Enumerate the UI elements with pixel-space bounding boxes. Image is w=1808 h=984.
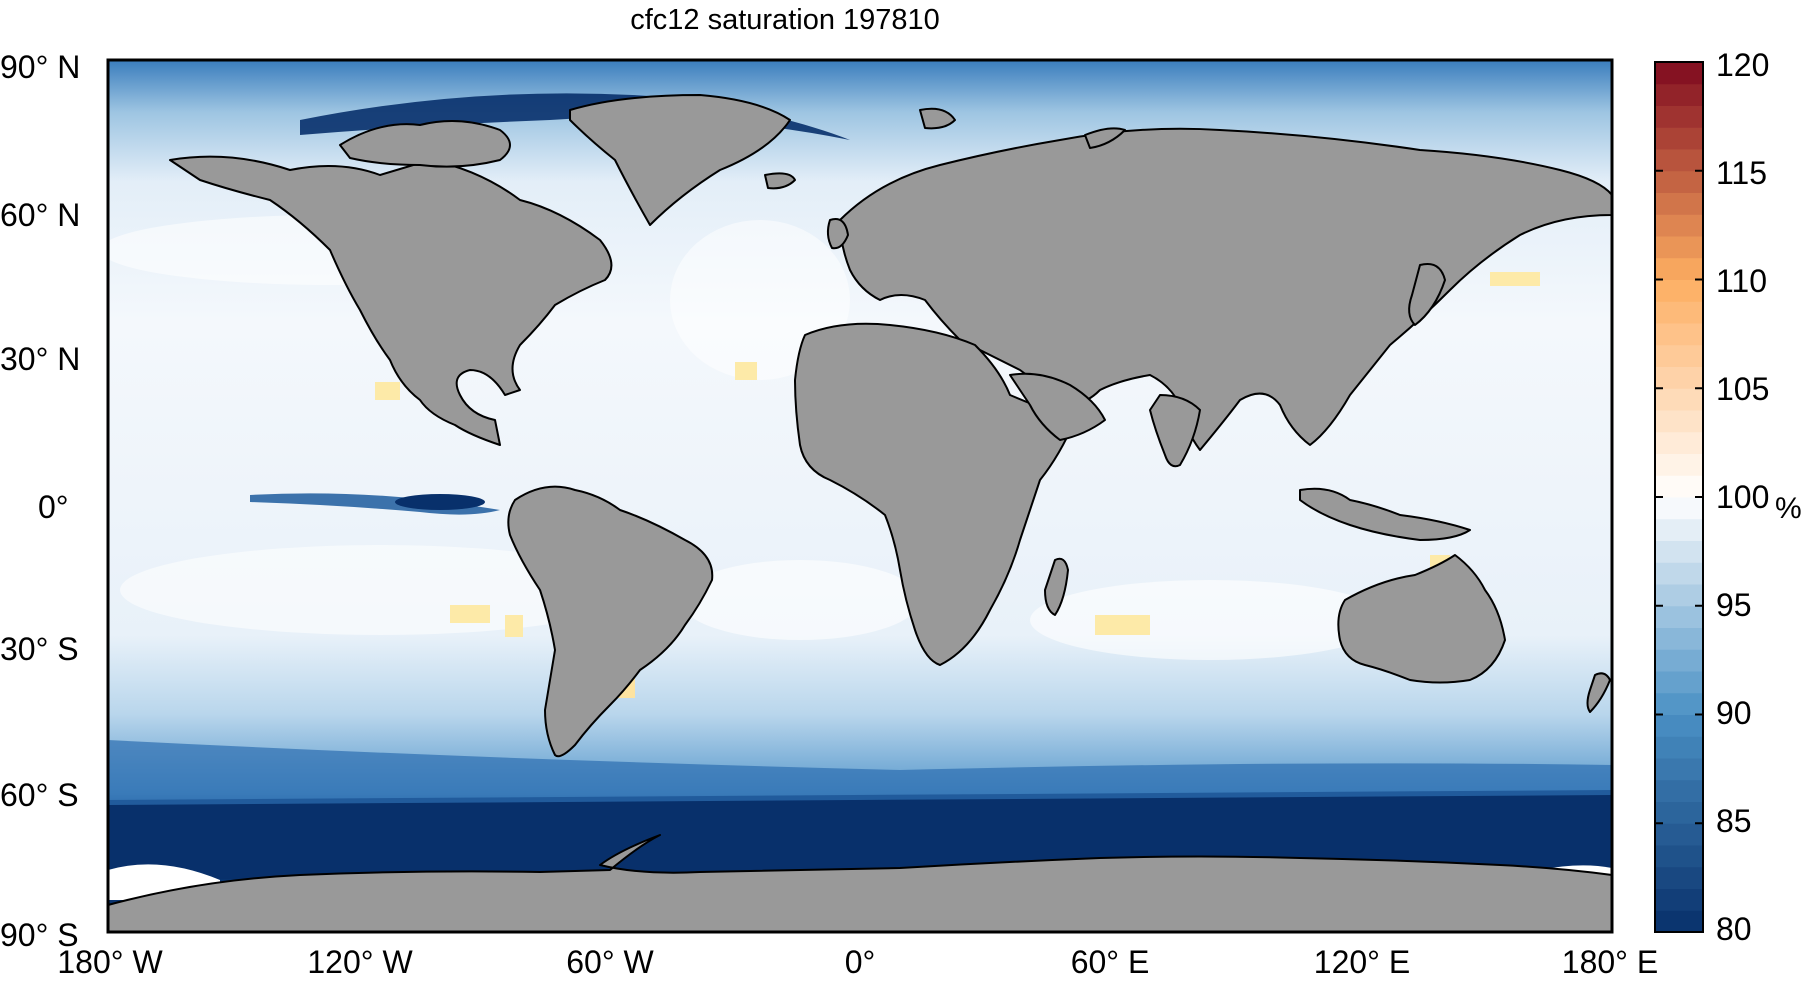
colorbar-band: [1655, 562, 1703, 585]
colorbar-band: [1655, 779, 1703, 802]
indian-ocean-band: [1030, 580, 1390, 660]
colorbar-band: [1655, 257, 1703, 280]
colorbar-band: [1655, 192, 1703, 215]
lat-label-90s: 90° S: [0, 917, 79, 953]
colorbar-tick-label: 100: [1716, 479, 1770, 515]
land-africa: [794, 322, 1076, 666]
colorbar-tick-label: 80: [1716, 911, 1752, 947]
lon-label-180w: 180° W: [57, 944, 163, 980]
lat-label-30s: 30° S: [0, 631, 79, 667]
colorbar-band: [1655, 540, 1703, 563]
land-north-america: [169, 155, 613, 446]
colorbar-band: [1655, 170, 1703, 193]
lat-label-90n: 90° N: [0, 49, 81, 85]
land-iceland: [764, 172, 796, 190]
land-new-zealand: [1586, 672, 1611, 713]
colorbar-band: [1655, 497, 1703, 520]
colorbar-band: [1655, 714, 1703, 737]
south-pacific-band: [120, 545, 640, 635]
colorbar-tick-label: 115: [1716, 155, 1768, 191]
land-arctic-islands: [339, 120, 511, 168]
map-frame: [106, 58, 1614, 934]
lon-label-60e: 60° E: [1070, 944, 1150, 980]
colorbar-band: [1655, 605, 1703, 628]
lon-label-120e: 120° E: [1313, 944, 1411, 980]
colorbar-band: [1655, 410, 1703, 433]
colorbar-band: [1655, 823, 1703, 846]
colorbar-band: [1655, 62, 1703, 85]
colorbar-tick-label: 85: [1716, 803, 1752, 839]
colorbar-band: [1655, 388, 1703, 411]
lat-label-60s: 60° S: [0, 777, 79, 813]
colorbar-unit: %: [1775, 492, 1802, 525]
colorbar-band: [1655, 910, 1703, 933]
land-europe-asia: [839, 127, 1613, 451]
lon-label-0: 0°: [844, 944, 876, 980]
lon-label-60w: 60° W: [566, 944, 654, 980]
colorbar-band: [1655, 453, 1703, 476]
colorbar-band: [1655, 888, 1703, 911]
colorbar-band: [1655, 627, 1703, 650]
colorbar-band: [1655, 236, 1703, 259]
colorbar-tick-label: 105: [1716, 371, 1770, 407]
colorbar-band: [1655, 366, 1703, 389]
map-title: cfc12 saturation 197810: [630, 4, 940, 36]
south-atlantic-band: [680, 560, 920, 640]
colorbar-band: [1655, 475, 1703, 498]
supersat-patch-southpac: [450, 605, 523, 637]
colorbar-tick-label: 120: [1716, 47, 1770, 83]
land-india: [1149, 394, 1201, 468]
land-madagascar: [1044, 557, 1069, 616]
supersat-patch-atlantic: [735, 362, 757, 380]
equatorial-pacific-core: [395, 494, 485, 510]
colorbar-band: [1655, 518, 1703, 541]
colorbar-tick-label: 110: [1716, 263, 1768, 299]
land-south-america: [507, 485, 714, 758]
colorbar-band: [1655, 279, 1703, 302]
lat-label-60n: 60° N: [0, 197, 81, 233]
colorbar-band: [1655, 127, 1703, 150]
colorbar-band: [1655, 83, 1703, 106]
lon-label-180e: 180° E: [1561, 944, 1659, 980]
colorbar-band: [1655, 671, 1703, 694]
colorbar-band: [1655, 866, 1703, 889]
colorbar-band: [1655, 149, 1703, 172]
supersat-patch-nwpac: [1490, 272, 1540, 286]
colorbar-band: [1655, 845, 1703, 868]
supersat-patch-indian: [1095, 615, 1150, 635]
land-uk: [826, 218, 849, 250]
colorbar-band: [1655, 584, 1703, 607]
colorbar-band: [1655, 214, 1703, 237]
lon-label-120w: 120° W: [307, 944, 413, 980]
colorbar-band: [1655, 301, 1703, 324]
colorbar-tick-label: 90: [1716, 695, 1752, 731]
colorbar-band: [1655, 692, 1703, 715]
colorbar-band: [1655, 649, 1703, 672]
lat-label-0: 0°: [38, 489, 69, 525]
land-svalbard: [919, 107, 956, 130]
lat-label-30n: 30° N: [0, 341, 81, 377]
land-novaya-zemlya: [1084, 127, 1126, 149]
supersat-patch-pacific: [375, 382, 400, 400]
colorbar-band: [1655, 431, 1703, 454]
land-layer: [107, 94, 1613, 933]
land-antarctica: [107, 834, 1613, 933]
colorbar-band: [1655, 758, 1703, 781]
land-greenland: [569, 94, 791, 226]
colorbar-ticks: [1655, 61, 1703, 933]
land-arabia: [1009, 372, 1106, 441]
colorbar: [1655, 62, 1703, 933]
colorbar-band: [1655, 801, 1703, 824]
colorbar-tick-label: 95: [1716, 587, 1752, 623]
colorbar-band: [1655, 105, 1703, 128]
colorbar-band: [1655, 323, 1703, 346]
colorbar-band: [1655, 736, 1703, 759]
land-australia: [1337, 554, 1506, 684]
land-indonesia: [1299, 487, 1471, 541]
land-japan: [1408, 263, 1446, 326]
colorbar-band: [1655, 344, 1703, 367]
southern-ocean-transition: [108, 740, 1612, 805]
